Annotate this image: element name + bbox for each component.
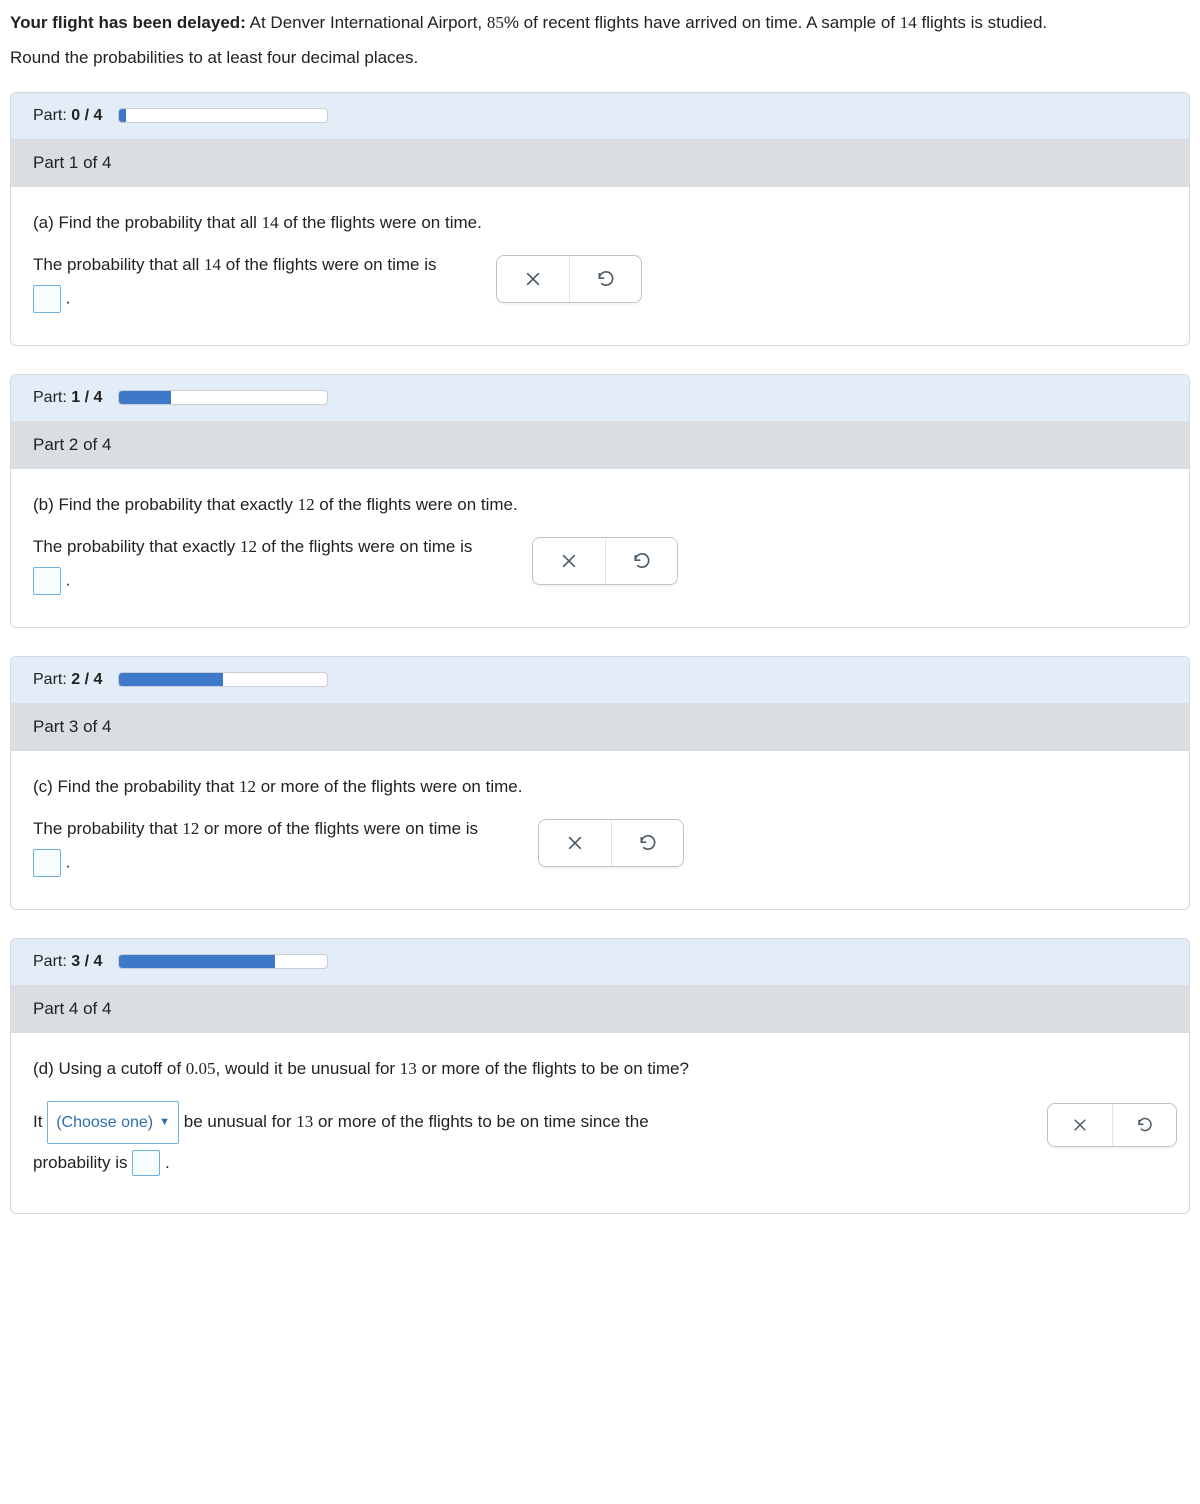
undo-button[interactable] — [569, 256, 641, 302]
undo-button[interactable] — [605, 538, 677, 584]
answer-stem-a: The probability that all 14 of the fligh… — [33, 255, 436, 275]
rounding-note: Round the probabilities to at least four… — [10, 48, 1190, 68]
question-a: (a) Find the probability that all 14 of … — [33, 213, 1167, 233]
chevron-down-icon: ▼ — [159, 1110, 170, 1134]
part-4-block: Part: 3 / 4 Part 4 of 4 (d) Using a cuto… — [10, 938, 1190, 1215]
intro-bold: Your flight has been delayed: — [10, 13, 246, 32]
x-icon — [559, 551, 579, 571]
clear-button[interactable] — [497, 256, 569, 302]
clear-button[interactable] — [539, 820, 611, 866]
question-d: (d) Using a cutoff of 0.05, would it be … — [33, 1059, 1027, 1079]
undo-button[interactable] — [1112, 1104, 1176, 1146]
part-2-block: Part: 1 / 4 Part 2 of 4 (b) Find the pro… — [10, 374, 1190, 628]
progress-bar-3 — [118, 954, 328, 969]
progress-header-3: Part: 3 / 4 — [11, 939, 1189, 985]
part-title-1: Part 1 of 4 — [11, 139, 1189, 187]
x-icon — [1071, 1116, 1089, 1134]
clear-button[interactable] — [533, 538, 605, 584]
action-buttons-b — [532, 537, 678, 585]
part-title-3: Part 3 of 4 — [11, 703, 1189, 751]
progress-bar-0 — [118, 108, 328, 123]
question-c: (c) Find the probability that 12 or more… — [33, 777, 1167, 797]
progress-bar-2 — [118, 672, 328, 687]
undo-icon — [1136, 1116, 1154, 1134]
part-3-block: Part: 2 / 4 Part 3 of 4 (c) Find the pro… — [10, 656, 1190, 910]
answer-stem-c: The probability that 12 or more of the f… — [33, 819, 478, 839]
answer-stem-d: It (Choose one) ▼ be unusual for 13 or m… — [33, 1101, 1027, 1182]
undo-icon — [632, 551, 652, 571]
action-buttons-c — [538, 819, 684, 867]
answer-input-c[interactable] — [33, 849, 61, 877]
undo-icon — [596, 269, 616, 289]
progress-header-1: Part: 1 / 4 — [11, 375, 1189, 421]
action-buttons-d — [1047, 1103, 1177, 1147]
x-icon — [523, 269, 543, 289]
answer-input-a[interactable] — [33, 285, 61, 313]
undo-icon — [638, 833, 658, 853]
question-b: (b) Find the probability that exactly 12… — [33, 495, 1167, 515]
progress-bar-1 — [118, 390, 328, 405]
answer-stem-b: The probability that exactly 12 of the f… — [33, 537, 472, 557]
part-title-4: Part 4 of 4 — [11, 985, 1189, 1033]
part-title-2: Part 2 of 4 — [11, 421, 1189, 469]
part-1-block: Part: 0 / 4 Part 1 of 4 (a) Find the pro… — [10, 92, 1190, 346]
action-buttons-a — [496, 255, 642, 303]
answer-input-d[interactable] — [132, 1150, 160, 1176]
x-icon — [565, 833, 585, 853]
choose-one-select[interactable]: (Choose one) ▼ — [47, 1101, 179, 1144]
problem-intro: Your flight has been delayed: At Denver … — [10, 10, 1190, 36]
undo-button[interactable] — [611, 820, 683, 866]
answer-input-b[interactable] — [33, 567, 61, 595]
progress-header-2: Part: 2 / 4 — [11, 657, 1189, 703]
clear-button[interactable] — [1048, 1104, 1112, 1146]
progress-header-0: Part: 0 / 4 — [11, 93, 1189, 139]
